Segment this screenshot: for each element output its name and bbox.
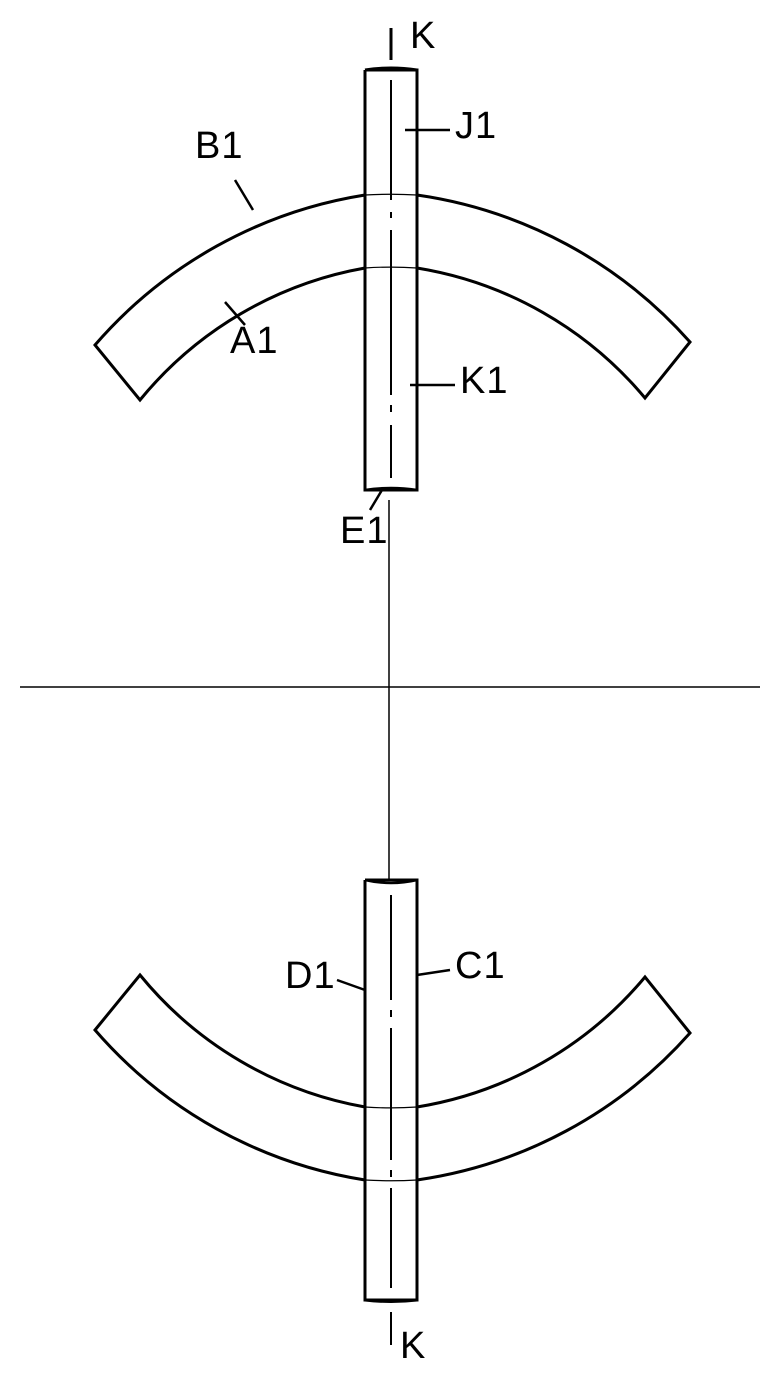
label-k1: K1: [460, 360, 508, 403]
leader-c1: [417, 970, 450, 975]
bottom-arc-band: [95, 975, 690, 1180]
leader-b1: [235, 180, 253, 210]
bottom-arc-outer-mid: [365, 1180, 417, 1181]
bottom-shaft-bottom-edge: [365, 1300, 417, 1302]
leader-e1: [370, 490, 382, 510]
label-k-top: K: [410, 15, 436, 58]
technical-diagram: [0, 0, 779, 1375]
label-k-bottom: K: [400, 1325, 426, 1368]
leader-d1: [337, 980, 365, 990]
label-j1: J1: [455, 105, 497, 148]
label-b1: B1: [195, 125, 243, 168]
label-d1: D1: [285, 955, 336, 998]
label-c1: C1: [455, 945, 506, 988]
label-e1: E1: [340, 510, 388, 553]
top-arc-band: [95, 195, 690, 400]
leader-lines: [225, 130, 455, 990]
label-a1: A1: [230, 320, 278, 363]
